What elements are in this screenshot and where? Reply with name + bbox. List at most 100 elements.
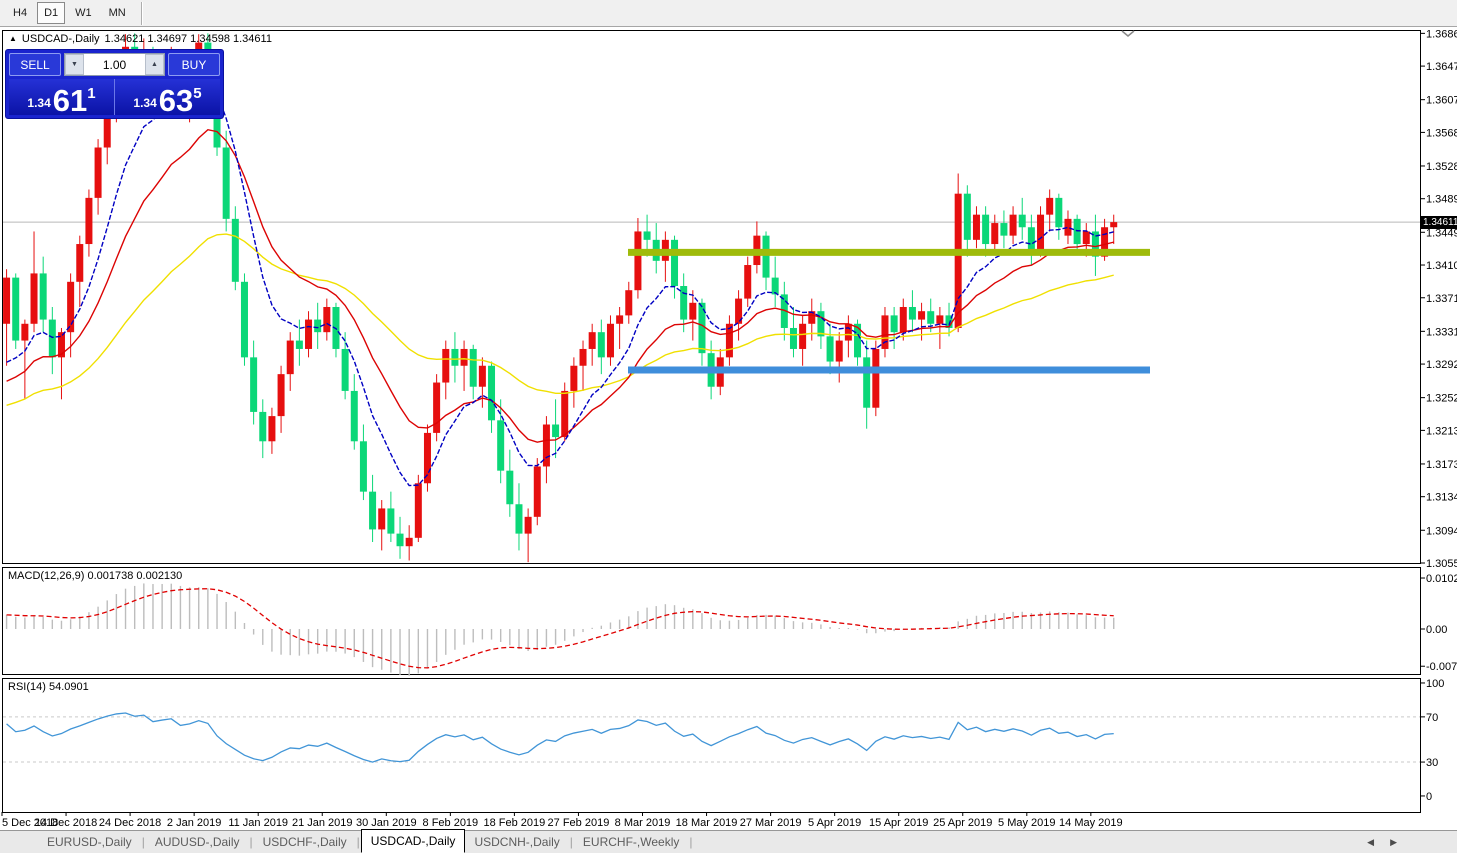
macd-histogram-bar [801, 622, 804, 629]
volume-value[interactable]: 1.00 [102, 57, 127, 72]
chart-tab-usdcnh[interactable]: USDCNH-,Daily [474, 835, 560, 849]
candle-down [1091, 231, 1099, 257]
volume-decrease-icon[interactable]: ▼ [65, 54, 84, 75]
candle-up [542, 424, 550, 467]
scroll-to-end-marker [1121, 30, 1135, 37]
tabs-scroll-right-icon[interactable]: ▶ [1390, 836, 1397, 847]
time-axis-label: 14 May 2019 [1059, 817, 1123, 829]
one-click-trade-panel: SELL ▼ 1.00 ▲ BUY 1.34 61 1 1.34 63 5 [5, 49, 224, 119]
candle-down [762, 235, 770, 278]
candle-up [588, 332, 596, 349]
timeframe-button-mn[interactable]: MN [108, 7, 126, 19]
candle-up [918, 311, 926, 320]
macd-histogram-bar [417, 628, 420, 674]
chart-tab-usdchf[interactable]: USDCHF-,Daily [262, 835, 347, 849]
buy-button[interactable]: BUY [168, 53, 220, 76]
macd-histogram-bar [344, 628, 346, 654]
candle-down [515, 504, 523, 534]
timeframe-button-w1[interactable]: W1 [75, 7, 92, 19]
candle-up [323, 306, 331, 333]
macd-histogram-bar [628, 616, 630, 629]
time-axis-label: 15 Apr 2019 [869, 817, 928, 829]
timeframe-button-h4[interactable]: H4 [13, 7, 28, 19]
macd-histogram-bar [33, 615, 35, 629]
macd-histogram-bar [399, 628, 401, 675]
macd-histogram-bar [445, 628, 447, 655]
macd-histogram-bar [1085, 615, 1087, 629]
chart-tab-eurusd[interactable]: EURUSD-,Daily [47, 835, 132, 849]
candle-down [48, 319, 56, 358]
macd-histogram-bar [957, 621, 959, 629]
candle-up [1082, 231, 1090, 245]
candle-up [21, 323, 29, 341]
buy-price-display[interactable]: 1.34 63 5 [115, 79, 220, 116]
candle-up [57, 332, 65, 358]
macd-histogram-bar [765, 614, 767, 629]
buy-price-prefix: 1.34 [133, 96, 157, 110]
macd-histogram-bar [234, 611, 237, 629]
macd-histogram-bar [225, 602, 227, 629]
tabs-scroll-left-icon[interactable]: ◀ [1367, 836, 1375, 847]
candle-down [771, 277, 779, 295]
candle-up [277, 374, 285, 417]
macd-histogram-bar [152, 584, 154, 629]
time-axis-label: 5 Dec 2018 [2, 817, 58, 829]
macd-pane-border [2, 567, 1421, 675]
macd-histogram-bar [600, 625, 603, 629]
rsi-axis-label: 0 [1426, 791, 1432, 803]
candle-up [561, 390, 569, 438]
macd-histogram-bar [1048, 611, 1051, 629]
price-axis-label: 1.32920 [1426, 359, 1457, 371]
rsi-line [6, 712, 1114, 763]
toolbar-divider [140, 1, 143, 25]
macd-histogram-bar [1030, 613, 1033, 629]
timeframe-toolbar: H4 D1 W1 MN [0, 0, 1457, 27]
macd-histogram-bar [673, 605, 676, 629]
chart-tab-audusd[interactable]: AUDUSD-,Daily [154, 835, 240, 849]
candle-up [533, 466, 541, 517]
macd-histogram-bar [88, 612, 90, 629]
macd-histogram-bar [792, 621, 795, 629]
candle-up [103, 101, 111, 148]
collapse-panel-icon[interactable]: ▲ [9, 34, 17, 43]
candle-down [39, 273, 47, 320]
macd-histogram-bar [115, 594, 118, 629]
candle-up [689, 302, 697, 320]
candle-up [735, 298, 743, 324]
macd-histogram-bar [856, 628, 859, 630]
rsi-axis-label: 100 [1426, 678, 1444, 690]
candle-up [1110, 222, 1118, 228]
price-axis-label: 1.33710 [1426, 293, 1457, 305]
candle-down [231, 218, 239, 282]
macd-histogram-bar [42, 616, 44, 629]
time-axis-label: 11 Jan 2019 [228, 817, 288, 829]
macd-histogram-bar [1103, 617, 1106, 629]
candle-down [240, 281, 248, 358]
macd-histogram-bar [747, 617, 749, 629]
macd-axis-label: 0.010229 [1426, 573, 1457, 585]
macd-histogram-bar [454, 628, 456, 650]
macd-histogram-bar [408, 628, 410, 676]
tab-separator: | [689, 835, 693, 849]
candle-down [552, 424, 560, 438]
time-axis-label: 18 Feb 2019 [484, 817, 546, 829]
tab-separator: | [249, 835, 253, 849]
sell-button[interactable]: SELL [9, 53, 61, 76]
candle-down [222, 147, 230, 219]
candle-down [982, 214, 990, 245]
candle-up [423, 432, 431, 484]
candle-up [936, 315, 944, 324]
timeframe-button-d1[interactable]: D1 [37, 2, 66, 24]
volume-increase-icon[interactable]: ▲ [145, 54, 164, 75]
candle-down [1000, 223, 1008, 236]
sell-price-display[interactable]: 1.34 61 1 [9, 79, 115, 116]
chart-tab-eurchf[interactable]: EURCHF-,Weekly [582, 835, 680, 849]
macd-histogram-bar [646, 607, 648, 629]
macd-histogram-bar [774, 615, 776, 629]
macd-histogram-bar [280, 628, 282, 655]
buy-price-sup: 5 [193, 85, 202, 102]
candle-down [826, 336, 834, 362]
candle-down [1018, 214, 1026, 228]
